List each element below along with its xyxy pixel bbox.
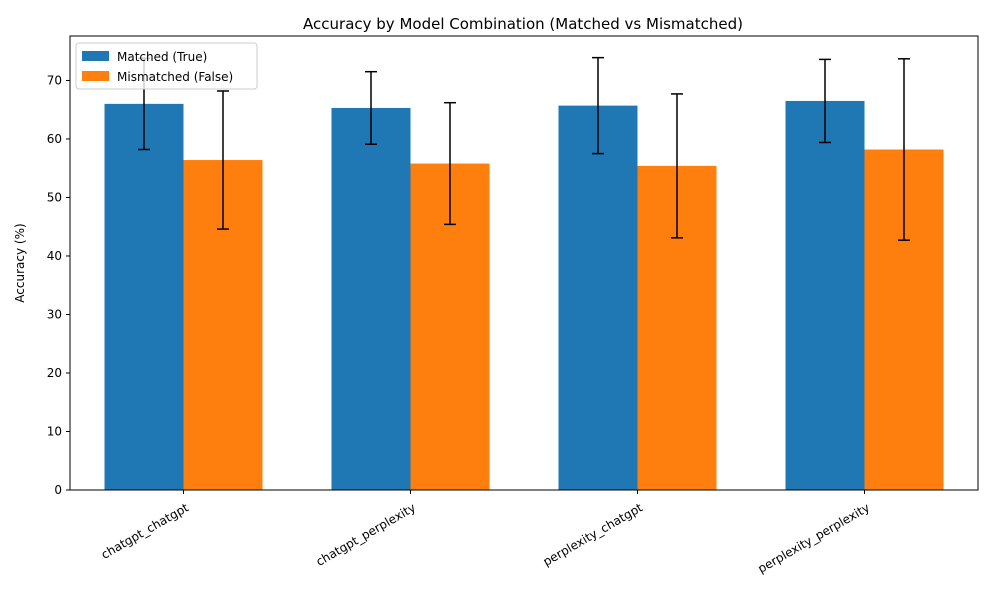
legend-label: Matched (True) — [117, 50, 207, 64]
error-bar — [365, 70, 377, 145]
legend-label: Mismatched (False) — [117, 70, 233, 84]
error-bar — [217, 90, 229, 230]
x-tick-label: perplexity_chatgpt — [541, 500, 646, 569]
y-axis-label: Accuracy (%) — [13, 223, 27, 302]
error-bar — [819, 58, 831, 144]
plot-area: 0 10 20 30 40 50 60 70 chatgpt_chatgpt chatgpt_pe… — [47, 35, 979, 576]
legend: Matched (True) Mismatched (False) — [75, 42, 258, 90]
x-tick-label: perplexity_perplexity — [755, 500, 872, 575]
y-tick-label: 20 — [47, 366, 62, 380]
bar-matched-true-chatgpt_perplexity — [331, 107, 411, 491]
y-tick-label: 40 — [47, 249, 62, 263]
legend-box — [75, 42, 258, 90]
y-tick-label: 60 — [47, 132, 62, 146]
x-tick-label: chatgpt_perplexity — [314, 500, 418, 568]
y-tick-label: 10 — [47, 424, 62, 438]
y-tick-label: 30 — [47, 307, 62, 321]
y-tick-label: 0 — [54, 483, 62, 497]
error-bar — [671, 93, 683, 239]
error-bar — [592, 56, 604, 155]
legend-swatch — [82, 71, 109, 81]
bar-matched-true-perplexity_chatgpt — [558, 105, 638, 491]
chart-title: Accuracy by Model Combination (Matched v… — [303, 15, 743, 33]
error-bar — [898, 58, 910, 241]
y-tick-label: 70 — [47, 73, 62, 87]
axes-frame — [69, 35, 979, 491]
y-tick-label: 50 — [47, 190, 62, 204]
error-bar — [444, 101, 456, 226]
x-tick-label: chatgpt_chatgpt — [99, 500, 191, 561]
legend-swatch — [82, 51, 109, 61]
bar-matched-true-perplexity_perplexity — [785, 100, 865, 490]
bar-matched-true-chatgpt_chatgpt — [104, 103, 184, 491]
